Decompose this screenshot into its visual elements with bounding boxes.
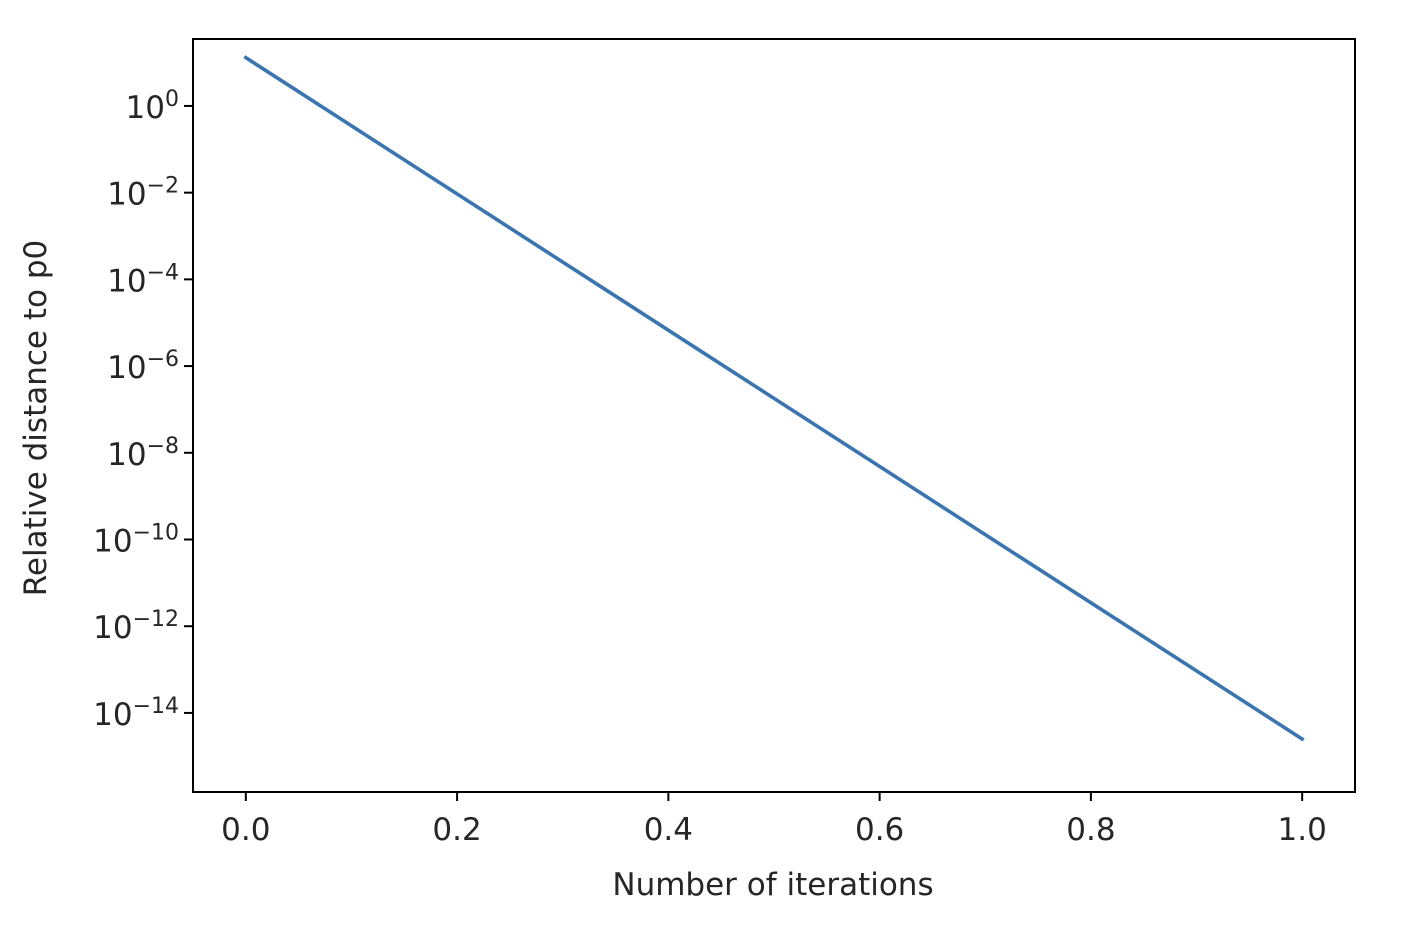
plot-area xyxy=(192,38,1356,793)
x-tick-label: 1.0 xyxy=(1278,812,1327,848)
y-tick-label: 100 xyxy=(126,87,179,126)
y-axis-label: Relative distance to p0 xyxy=(18,240,54,596)
x-tick-label: 0.2 xyxy=(432,812,481,848)
y-tick-label: 10−6 xyxy=(107,347,179,386)
x-tick-label: 0.0 xyxy=(221,812,270,848)
y-tick-label: 10−4 xyxy=(107,260,179,299)
y-tick-label: 10−14 xyxy=(93,694,179,733)
y-tick-label: 10−12 xyxy=(93,607,179,646)
plot-frame xyxy=(192,38,1356,793)
x-tick-label: 0.8 xyxy=(1066,812,1115,848)
series-line xyxy=(243,55,1305,742)
y-tick-label: 10−8 xyxy=(107,434,179,473)
y-axis-ticks: 100 10−2 10−4 10−6 10−8 10−10 10−12 10−14 xyxy=(93,87,193,733)
series-layer xyxy=(243,55,1305,742)
x-axis-ticks: 0.0 0.2 0.4 0.6 0.8 1.0 xyxy=(221,792,1327,848)
x-axis-label: Number of iterations xyxy=(612,867,933,903)
x-tick-label: 0.4 xyxy=(644,812,693,848)
y-tick-label: 10−10 xyxy=(93,521,179,560)
x-tick-label: 0.6 xyxy=(855,812,904,848)
y-tick-label: 10−2 xyxy=(107,174,179,213)
